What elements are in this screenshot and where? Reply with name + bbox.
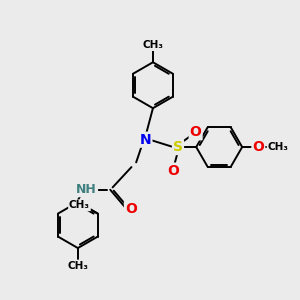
Text: O: O bbox=[125, 202, 137, 216]
Text: S: S bbox=[173, 140, 183, 154]
Text: N: N bbox=[140, 133, 152, 147]
Text: O: O bbox=[168, 164, 179, 178]
Text: CH₃: CH₃ bbox=[268, 142, 289, 152]
Text: CH₃: CH₃ bbox=[142, 40, 164, 50]
Text: O: O bbox=[190, 125, 202, 139]
Text: NH: NH bbox=[76, 183, 97, 196]
Text: O: O bbox=[252, 140, 264, 154]
Text: CH₃: CH₃ bbox=[69, 200, 90, 210]
Text: CH₃: CH₃ bbox=[68, 261, 88, 271]
